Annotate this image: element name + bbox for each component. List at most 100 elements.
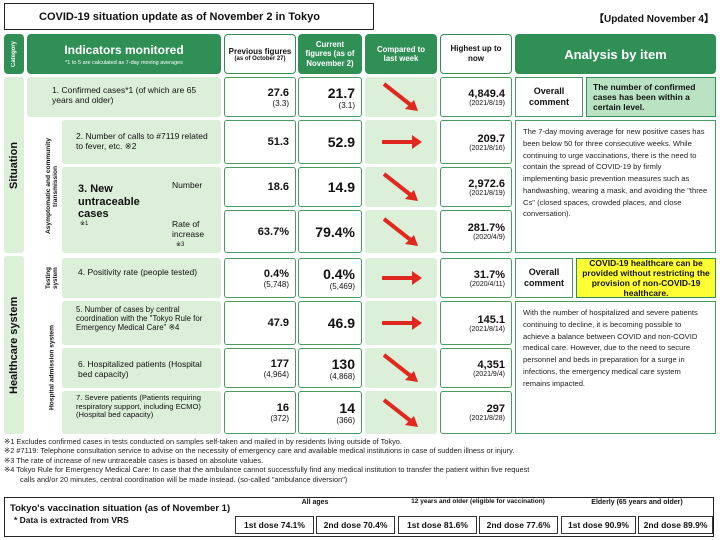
vacc-elderly-second: 2nd dose 89.9% [638,516,713,534]
previous-value: 47.9 [267,317,289,329]
highest-header: Highest up to now [440,34,512,74]
indicator-label-5: 5. Number of cases by central coordinati… [76,305,203,332]
vaccination-title: Tokyo's vaccination situation (as of Nov… [10,503,231,514]
trend-down-arrow-icon [365,77,437,117]
sub-note-rate: ※3 [176,242,185,248]
vacc-all-first: 1st dose 74.1% [235,516,314,534]
highest-value: 145.1 [477,313,505,326]
current-value-cell: 14.9 [298,167,362,207]
current-value-cell: 130 (4,868) [298,348,362,388]
highest-value: 4,351 [477,358,505,371]
trend-down-arrow-icon [365,167,437,207]
trend-flat-arrow-icon [365,301,437,345]
current-value-sub: (3.1) [338,100,355,110]
highest-value-cell: 209.7 (2021/8/16) [440,120,512,164]
compared-header: Compared to last week [365,34,437,74]
current-value: 46.9 [327,315,355,331]
highest-value: 2,972.6 [468,177,505,190]
previous-value: 27.6 [267,86,289,99]
current-value: 0.4% [323,265,355,282]
current-value: 130 [331,355,355,372]
indicators-header: Indicators monitored *1 to 5 are calcula… [27,34,221,74]
previous-value-cell: 18.6 [224,167,296,207]
healthcare-overall-comment: COVID-19 healthcare can be provided with… [576,258,716,298]
highest-date: (2021/8/16) [469,144,505,152]
situation-analysis: The 7-day moving average for new positiv… [515,120,716,253]
healthcare-overall-label: Overall comment [515,258,573,298]
vacc-group-elderly: Elderly (65 years and older) [591,499,683,506]
current-value-cell: 21.7 (3.1) [298,77,362,117]
footnote-3: ※3 The rate of increase of new untraceab… [4,455,264,465]
indicators-title: Indicators monitored [64,42,184,57]
trend-down-arrow-icon [365,210,437,253]
label-cell-4 [62,258,221,298]
previous-header: Previous figures (as of October 27) [224,34,296,74]
previous-value: 18.6 [267,181,289,193]
footnote-2: ※2 #7119: Telephone consultation service… [4,446,515,456]
previous-value-sub: (4,964) [263,369,289,379]
current-value: 14 [339,400,355,416]
highest-value: 297 [486,403,505,415]
asymptomatic-subcategory: Asymptomatic and community transmission [44,120,60,252]
highest-value: 209.7 [477,132,505,145]
highest-date: (2021/8/19) [469,99,505,107]
current-value: 52.9 [327,134,355,150]
trend-flat-arrow-icon [365,258,437,298]
sub-label-rate: Rate of increase [172,219,205,239]
indicator-label-2: 2. Number of calls to #7119 related to f… [76,131,208,151]
page-title: COVID-19 situation update as of November… [4,3,374,30]
current-header: Current figures (as of November 2) [298,34,362,74]
highest-value-cell: 2,972.6 (2021/8/19) [440,167,512,207]
current-value-cell: 46.9 [298,301,362,345]
previous-value-cell: 47.9 [224,301,296,345]
current-value-sub: (366) [336,416,355,425]
highest-value-cell: 4,351 (2021/9/4) [440,348,512,388]
highest-date: (2021/9/4) [473,370,505,378]
previous-value-cell: 177 (4,964) [224,348,296,388]
footnotes: ※1 Excludes confirmed cases in tests con… [4,437,716,484]
highest-date: (2020/4/11) [469,280,505,288]
label-cell-7 [62,391,221,434]
vaccination-note: * Data is extracted from VRS [14,515,129,525]
indicators-note: *1 to 5 are calculated as 7-day moving a… [65,59,183,66]
updated-label: 【Updated November 4】 [593,14,714,25]
highest-value: 4,849.4 [468,87,505,100]
current-value: 21.7 [327,84,355,101]
current-value-cell: 52.9 [298,120,362,164]
indicator-note-3: ※1 [80,221,89,227]
indicator-label-3: 3. New untraceable cases [78,183,140,221]
highest-date: (2021/8/28) [469,415,505,422]
footnote-4-cont: calls and/or 20 minutes, central coordin… [20,474,348,484]
current-value-cell: 0.4% (5,469) [298,258,362,298]
current-value: 14.9 [327,179,355,195]
trend-down-arrow-icon [365,391,437,434]
highest-value-cell: 4,849.4 (2021/8/19) [440,77,512,117]
previous-value-cell: 63.7% [224,210,296,253]
previous-value: 51.3 [267,136,289,148]
label-cell-1 [27,77,221,117]
highest-value: 31.7% [473,268,505,281]
testing-subcategory: Testing system [44,258,60,298]
current-value-cell: 14 (366) [298,391,362,434]
highest-value-cell: 145.1 (2021/8/14) [440,301,512,345]
footnote-4: ※4 Tokyo Rule for Emergency Medical Care… [4,465,530,475]
highest-value-cell: 297 (2021/8/28) [440,391,512,434]
indicator-label-1: 1. Confirmed cases*1 (of which are 65 ye… [52,85,197,105]
trend-flat-arrow-icon [365,120,437,164]
highest-value-cell: 31.7% (2020/4/11) [440,258,512,298]
label-cell-3 [62,167,221,253]
previous-value: 63.7% [257,225,289,238]
previous-value: 177 [270,357,289,370]
situation-overall-comment: The number of confirmed cases has been w… [586,77,716,117]
page-title-text: COVID-19 situation update as of November… [39,10,320,23]
previous-value: 16 [276,402,289,414]
indicator-label-7: 7. Severe patients (Patients requiring r… [76,393,201,420]
indicator-label-6: 6. Hospitalized patients (Hospital bed c… [78,359,202,379]
label-cell-5 [62,301,221,345]
current-value-sub: (5,469) [329,281,355,291]
previous-value-cell: 51.3 [224,120,296,164]
vacc-group-12plus: 12 years and older (eligible for vaccina… [411,498,545,505]
previous-value: 0.4% [263,267,289,280]
vacc-all-second: 2nd dose 70.4% [316,516,395,534]
highest-date: (2020/4/9) [473,234,505,241]
